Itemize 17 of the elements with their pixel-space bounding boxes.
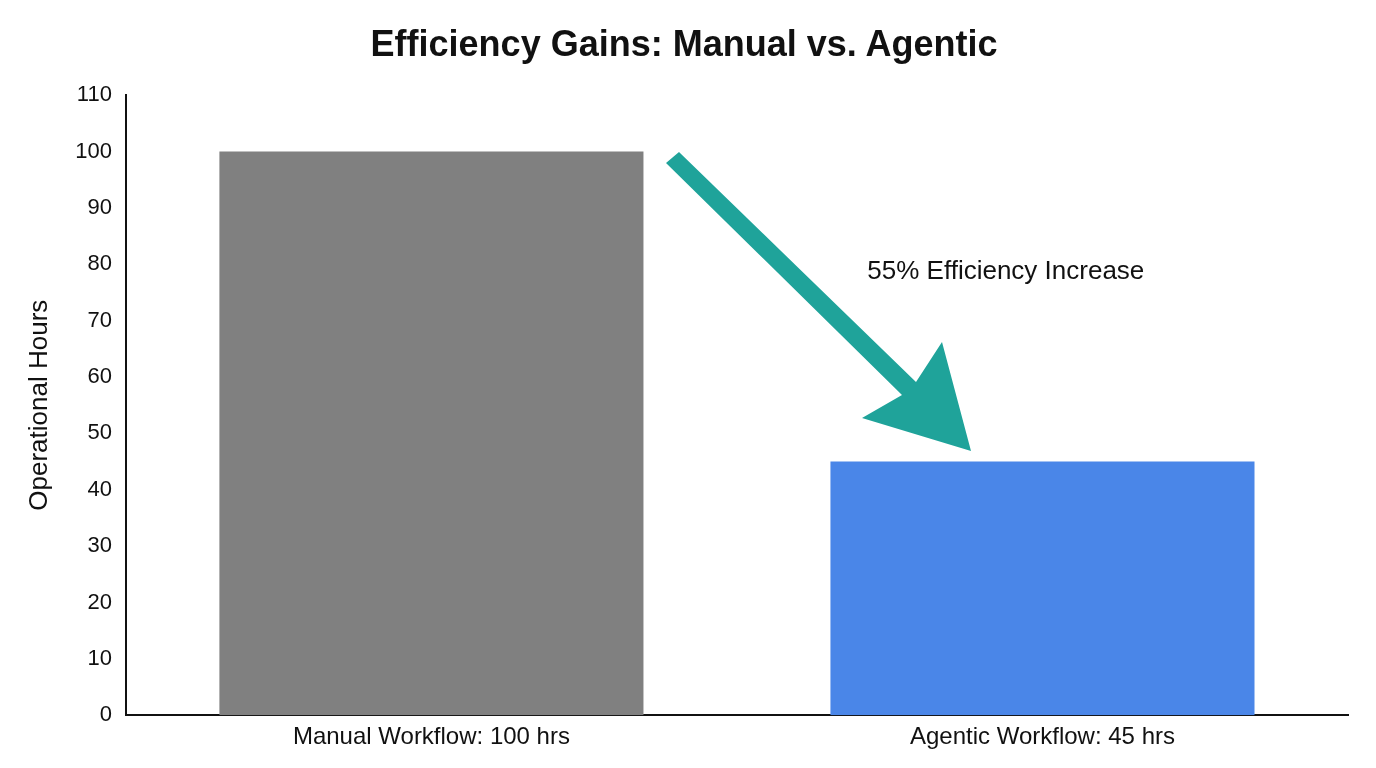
y-tick-label: 20 [87,588,112,614]
y-tick-label: 100 [75,137,112,163]
y-tick-label: 30 [87,532,112,558]
chart-title: Efficiency Gains: Manual vs. Agentic [370,22,998,64]
y-tick-label: 110 [76,81,112,107]
y-tick-label: 40 [87,475,112,501]
annotation: 55% Efficiency Increase [867,255,1145,286]
x-tick-label: Agentic Workflow: 45 hrs [909,722,1175,750]
y-tick-label: 90 [87,193,112,219]
x-tick-label: Manual Workflow: 100 hrs [292,722,570,750]
y-axis-title: Operational Hours [22,299,53,511]
y-tick-label: 80 [87,250,112,276]
y-tick-label: 0 [99,701,112,727]
y-tick-label: 70 [87,306,112,332]
y-tick-label: 50 [87,419,112,445]
y-tick-label: 10 [87,644,112,670]
y-tick-label: 60 [87,363,112,389]
